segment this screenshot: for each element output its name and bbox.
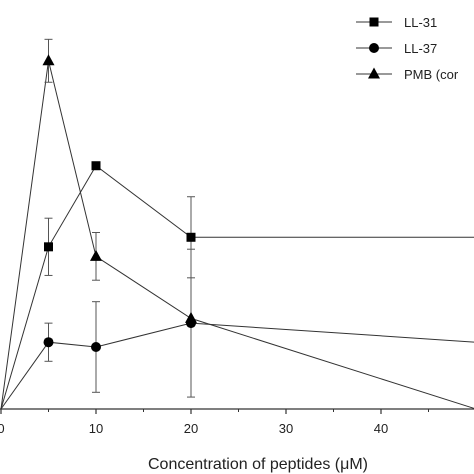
legend-label-circle: LL-37 [404, 41, 437, 56]
point-triangle [90, 249, 102, 261]
point-square [91, 161, 101, 171]
plot-errorbars [44, 38, 195, 398]
point-triangle [185, 311, 197, 323]
legend-marker-square [369, 17, 379, 27]
series-line-square [0, 164, 474, 410]
legend: LL-31 LL-37 PMB (cor [356, 15, 459, 82]
series-line-triangle [0, 60, 474, 410]
legend-label-square: LL-31 [404, 15, 437, 30]
plot-markers [42, 54, 197, 352]
legend-marker-circle [369, 43, 379, 53]
point-square [44, 242, 53, 252]
x-tick-label-20: 20 [184, 421, 198, 436]
x-tick-label-10: 10 [89, 421, 103, 436]
series-line-circle [0, 322, 474, 410]
point-square [186, 232, 196, 242]
legend-marker-triangle [368, 67, 380, 79]
plot-lines [0, 60, 474, 410]
legend-label-triangle: PMB (cor [404, 67, 459, 82]
x-ticks: 0 10 20 30 40 [0, 409, 429, 436]
point-circle [91, 341, 101, 352]
x-tick-label-0: 0 [0, 421, 5, 436]
x-tick-label-40: 40 [374, 421, 388, 436]
x-axis-title: Concentration of peptides (μM) [148, 456, 368, 473]
x-tick-label-30: 30 [279, 421, 293, 436]
point-triangle [42, 54, 55, 66]
point-circle [43, 337, 54, 348]
